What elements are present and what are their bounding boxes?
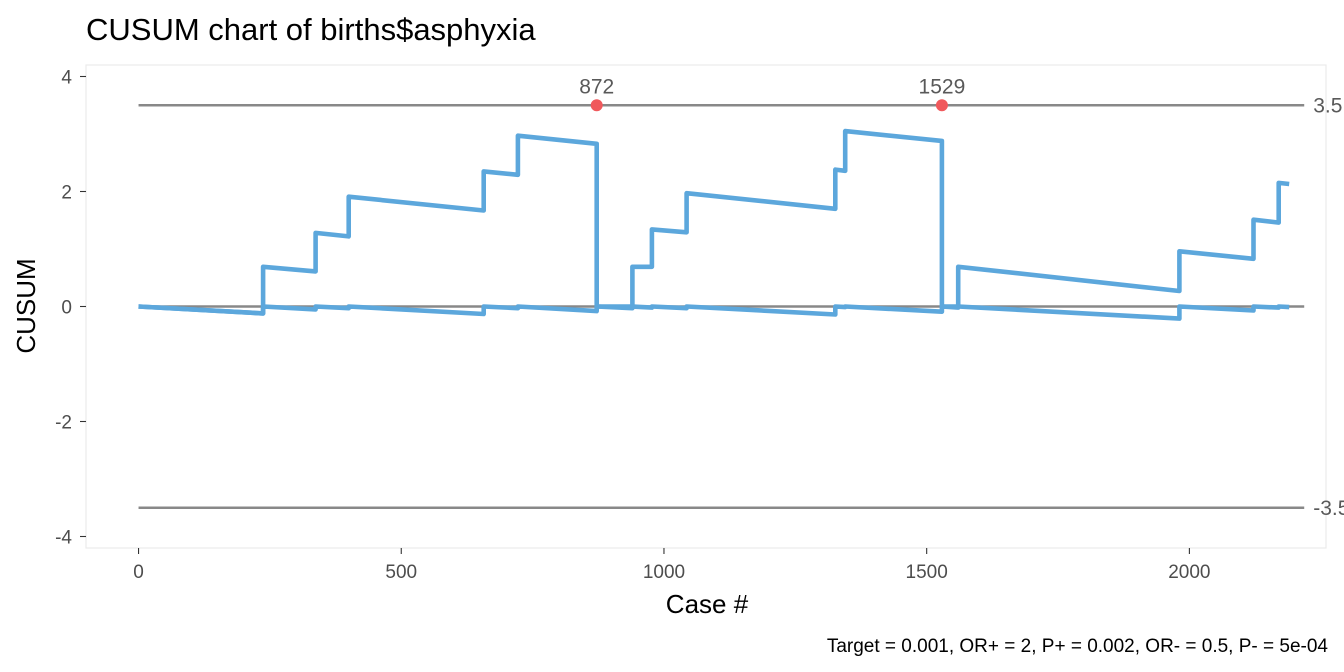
x-axis-title: Case #: [666, 589, 749, 619]
signals-layer: 872 1529: [579, 75, 966, 112]
x-tick-label-0: 0: [133, 562, 144, 583]
x-tick-label-4: 2000: [1168, 562, 1210, 583]
x-tick-label-2: 1000: [643, 562, 685, 583]
cusum-series-line-1: [138, 304, 1290, 321]
chart-caption: Target = 0.001, OR+ = 2, P+ = 0.002, OR-…: [827, 636, 1329, 657]
cusum-series-line-0: [138, 128, 1290, 316]
x-tick-label-3: 1500: [906, 562, 948, 583]
signal-point-1: [935, 99, 948, 112]
series-layer: [138, 128, 1290, 321]
y-tick-label-2: 0: [61, 298, 72, 319]
y-tick-label-1: -2: [55, 413, 72, 434]
x-tick-label-1: 500: [385, 562, 417, 583]
limit-label-0: 3.5: [1313, 94, 1342, 117]
signal-label-1: 1529: [919, 75, 966, 98]
signal-point-0: [590, 99, 603, 112]
limit-label-1: -3.5: [1313, 497, 1344, 520]
y-tick-label-4: 4: [61, 68, 72, 89]
y-axis: -4 -2 0 2 4: [55, 68, 86, 549]
signal-label-0: 872: [579, 75, 614, 98]
y-tick-label-3: 2: [61, 183, 72, 204]
chart-title: CUSUM chart of births$asphyxia: [86, 12, 536, 47]
y-tick-label-0: -4: [55, 528, 72, 549]
y-axis-title: CUSUM: [11, 258, 41, 353]
x-axis: 0 500 1000 1500 2000: [133, 548, 1211, 583]
